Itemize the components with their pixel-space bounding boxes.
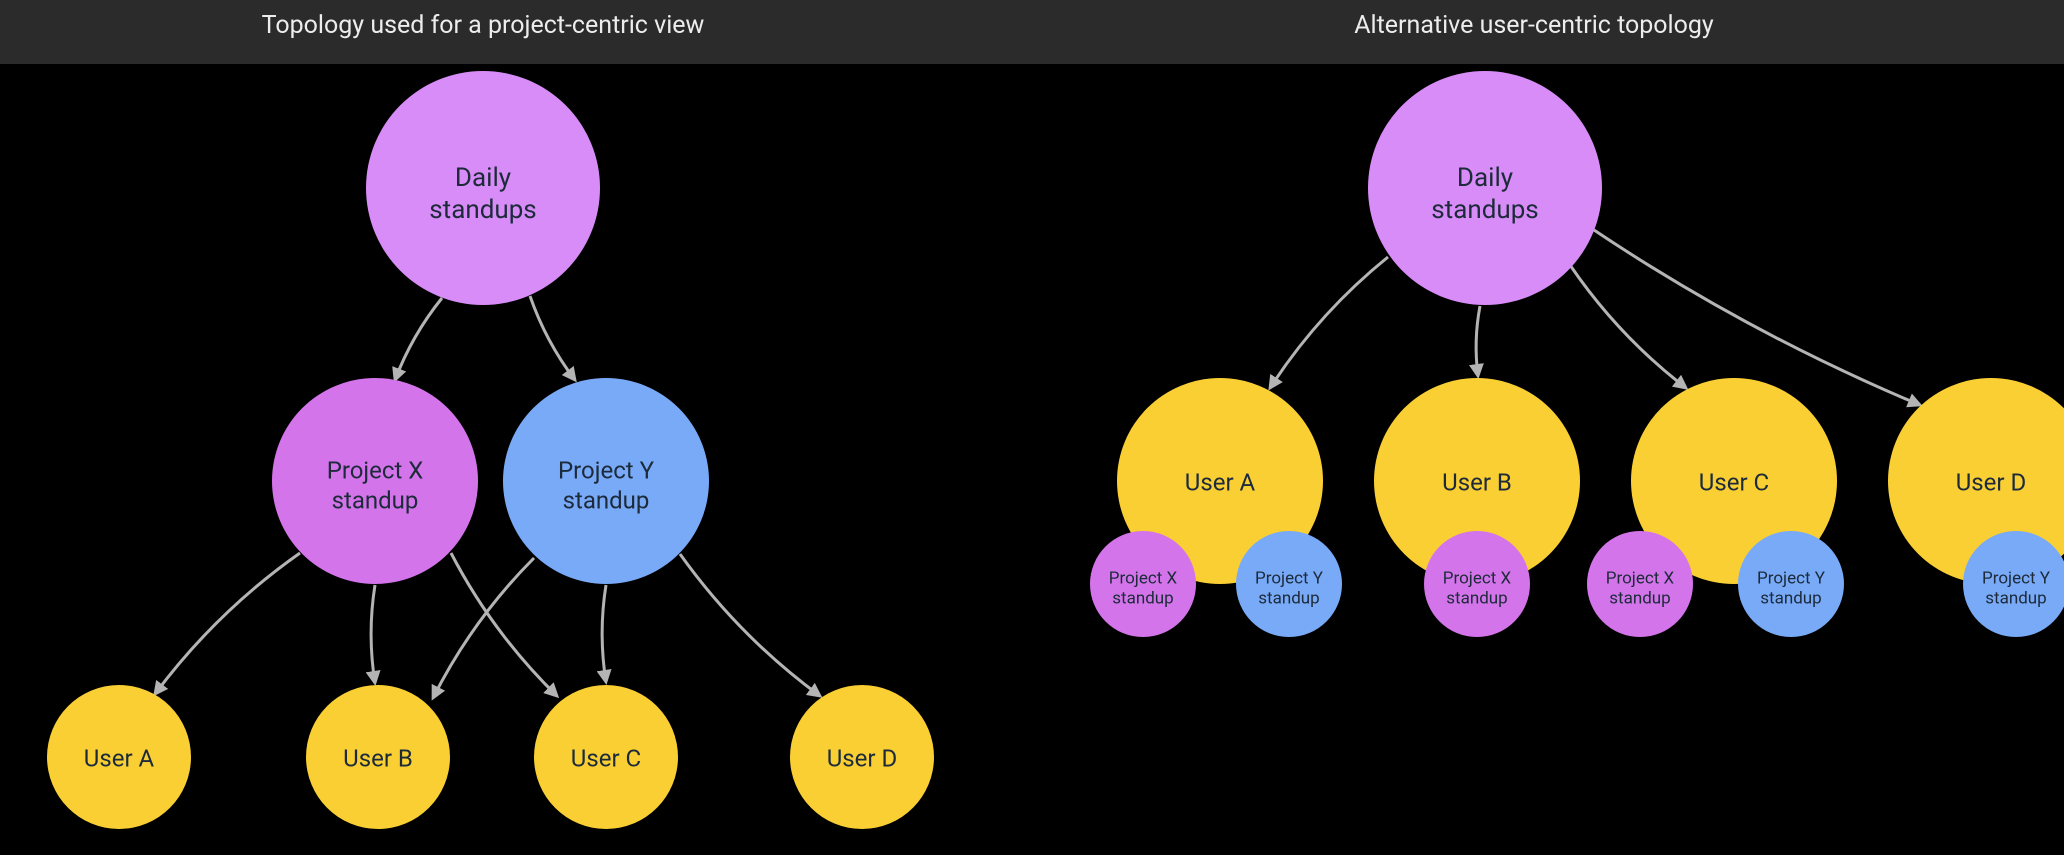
topology-diagram: Topology used for a project-centric view… (0, 0, 2064, 855)
edge (602, 585, 606, 682)
svg-text:User C: User C (571, 744, 641, 772)
svg-text:Project X: Project X (327, 456, 424, 484)
svg-text:standups: standups (429, 195, 536, 225)
svg-text:standups: standups (1431, 195, 1538, 225)
svg-text:User D: User D (827, 744, 898, 772)
svg-text:User B: User B (343, 744, 413, 772)
edge (1570, 265, 1686, 388)
svg-text:standup: standup (1760, 588, 1821, 608)
right-title: Alternative user-centric topology (1354, 11, 1714, 40)
svg-text:Project X: Project X (1443, 568, 1512, 588)
svg-text:User B: User B (1442, 468, 1512, 496)
svg-text:standup: standup (1258, 588, 1319, 608)
svg-text:standup: standup (332, 486, 419, 514)
svg-text:standup: standup (563, 486, 650, 514)
edge (433, 558, 534, 698)
svg-text:User A: User A (1185, 468, 1256, 496)
edge (155, 553, 300, 694)
svg-text:User C: User C (1699, 468, 1769, 496)
svg-text:standup: standup (1609, 588, 1670, 608)
svg-text:Project X: Project X (1606, 568, 1675, 588)
svg-text:Project Y: Project Y (1255, 568, 1324, 588)
svg-text:standup: standup (1446, 588, 1507, 608)
svg-text:Project X: Project X (1109, 568, 1178, 588)
svg-text:User A: User A (84, 744, 155, 772)
svg-text:Project Y: Project Y (1982, 568, 2051, 588)
svg-text:Project Y: Project Y (1757, 568, 1826, 588)
edge (451, 553, 557, 696)
edge (1476, 306, 1480, 376)
svg-text:standup: standup (1985, 588, 2046, 608)
edge (1594, 230, 1920, 405)
svg-text:Daily: Daily (1457, 163, 1513, 193)
edge (530, 296, 575, 380)
svg-text:Project Y: Project Y (558, 456, 655, 484)
svg-text:standup: standup (1112, 588, 1173, 608)
svg-text:User D: User D (1956, 468, 2027, 496)
left-title: Topology used for a project-centric view (262, 11, 705, 40)
edge (371, 585, 375, 683)
edge (680, 554, 820, 696)
edge (395, 298, 442, 380)
svg-text:Daily: Daily (455, 163, 511, 193)
edge (1270, 257, 1388, 388)
